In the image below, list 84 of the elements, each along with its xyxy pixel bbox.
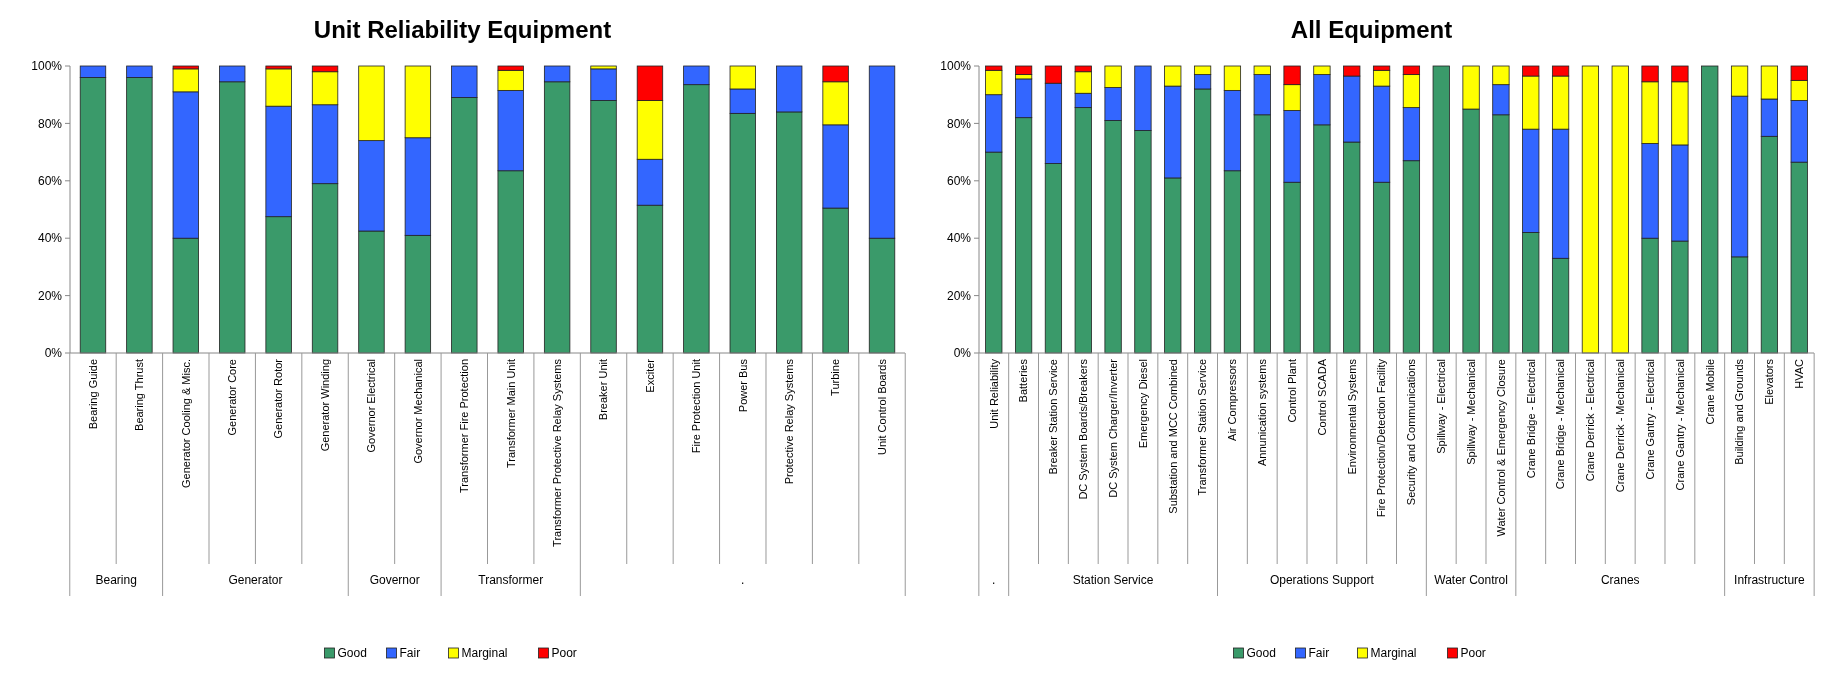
x-tick-label: Generator Core xyxy=(226,359,239,436)
text: Station Service xyxy=(1072,573,1154,587)
x-tick-label: Transformer Fire Protection xyxy=(458,359,471,494)
x-tick-label: Power Bus xyxy=(736,358,749,413)
legend-label: Fair xyxy=(399,646,421,661)
x-tick-label: Transformer Station Service xyxy=(1196,359,1209,496)
legend-label: Marginal xyxy=(1370,646,1417,661)
x-tick-label: Fire Protection/Detection Facility xyxy=(1375,358,1388,518)
x-tick-label: Generator Winding xyxy=(318,359,331,452)
x-tick-label: Crane Bridge - Electrical xyxy=(1524,359,1537,479)
x-tick-label: Unit Reliability xyxy=(987,358,1000,429)
x-tick-label: Crane Bridge - Mechanical xyxy=(1554,359,1567,490)
x-tick-label: Transformer Main Unit xyxy=(504,359,517,469)
text: . xyxy=(992,573,996,587)
x-tick-label: Air Compressors xyxy=(1226,358,1239,441)
x-tick-label: Annunication systems xyxy=(1256,358,1269,466)
y-tick-label: 40% xyxy=(946,231,972,246)
x-tick-label: DC System Charger/Inverter xyxy=(1106,358,1119,498)
legend-label: Good xyxy=(1246,646,1276,661)
x-tick-label: Control SCADA xyxy=(1315,358,1328,436)
legend-label: Fair xyxy=(1308,646,1330,661)
x-tick-label: Environmental Systems xyxy=(1345,358,1358,475)
text: Transformer xyxy=(478,573,544,587)
y-tick-label: 20% xyxy=(37,288,63,303)
y-tick-label: 0% xyxy=(953,346,972,361)
x-tick-label: Crane Mobile xyxy=(1703,359,1716,425)
y-tick-label: 60% xyxy=(946,174,972,188)
bar xyxy=(1701,65,1719,354)
x-tick-label: Breaker Station Service xyxy=(1047,359,1060,475)
x-tick-label: Exciter xyxy=(643,358,656,393)
x-tick-label: Bearing Guide xyxy=(86,359,99,430)
x-tick-label: Generator Cooling & Misc. xyxy=(179,359,192,488)
legend-label: Poor xyxy=(551,646,577,661)
legend-label: Good xyxy=(337,646,367,661)
x-tick-label: Building and Grounds xyxy=(1733,358,1746,465)
y-tick-label: 0% xyxy=(44,346,63,361)
bar xyxy=(1611,65,1629,354)
legend-label: Marginal xyxy=(461,646,508,661)
x-tick-label: Governor Mechanical xyxy=(411,359,424,464)
x-tick-label: Batteries xyxy=(1017,358,1030,403)
text: . xyxy=(741,573,745,587)
chart-title: All Equipment xyxy=(1290,16,1453,43)
x-tick-label: Security and Communications xyxy=(1405,358,1418,506)
bar xyxy=(1581,65,1600,354)
y-tick-label: 100% xyxy=(940,59,972,74)
x-tick-label: Substation and MCC Combined xyxy=(1166,359,1179,514)
bar xyxy=(1015,65,1033,76)
text: Cranes xyxy=(1600,573,1640,587)
y-tick-label: 80% xyxy=(946,116,972,131)
x-tick-label: Breaker Unit xyxy=(597,359,610,421)
chart-title: Unit Reliability Equipment xyxy=(313,16,612,43)
x-tick-label: Protective Relay Systems xyxy=(783,358,796,485)
x-tick-label: Fire Protection Unit xyxy=(690,359,703,454)
y-tick-label: 60% xyxy=(37,174,63,188)
x-tick-label: Water Control & Emergency Closure xyxy=(1494,359,1507,537)
x-tick-label: DC System Boards/Breakers xyxy=(1077,358,1090,500)
x-tick-label: Unit Control Boards xyxy=(875,358,888,455)
y-tick-label: 20% xyxy=(946,288,972,303)
bar xyxy=(1432,65,1450,354)
text: Operations Support xyxy=(1269,573,1375,587)
x-tick-label: Turbine xyxy=(829,359,842,396)
x-tick-label: Crane Gantry - Electrical xyxy=(1643,359,1656,480)
text: Infrastructure xyxy=(1734,573,1806,587)
x-tick-label: Generator Rotor xyxy=(272,358,285,439)
x-tick-label: Crane Derrick - Mechanical xyxy=(1614,359,1627,493)
text: Water Control xyxy=(1434,573,1508,587)
x-tick-label: Crane Gantry - Mechanical xyxy=(1673,359,1686,491)
text: Generator xyxy=(228,573,283,587)
x-tick-label: Crane Derrick - Electrical xyxy=(1584,359,1597,482)
x-tick-label: Spillway - Electrical xyxy=(1435,359,1448,454)
x-tick-label: Spillway - Mechanical xyxy=(1464,359,1477,465)
y-tick-label: 80% xyxy=(37,116,63,131)
x-tick-label: Emergency Diesel xyxy=(1136,359,1149,449)
x-tick-label: HVAC xyxy=(1793,358,1806,389)
text: Governor xyxy=(369,573,420,587)
x-tick-label: Governor Electrical xyxy=(365,359,378,453)
text: Bearing xyxy=(95,573,137,587)
x-tick-label: Transformer Protective Relay Systems xyxy=(550,358,563,547)
x-tick-label: Control Plant xyxy=(1285,359,1298,423)
x-tick-label: Bearing Thrust xyxy=(133,359,146,431)
y-tick-label: 100% xyxy=(31,59,63,74)
x-tick-label: Elevators xyxy=(1763,358,1776,405)
legend-label: Poor xyxy=(1460,646,1486,661)
y-tick-label: 40% xyxy=(37,231,63,246)
